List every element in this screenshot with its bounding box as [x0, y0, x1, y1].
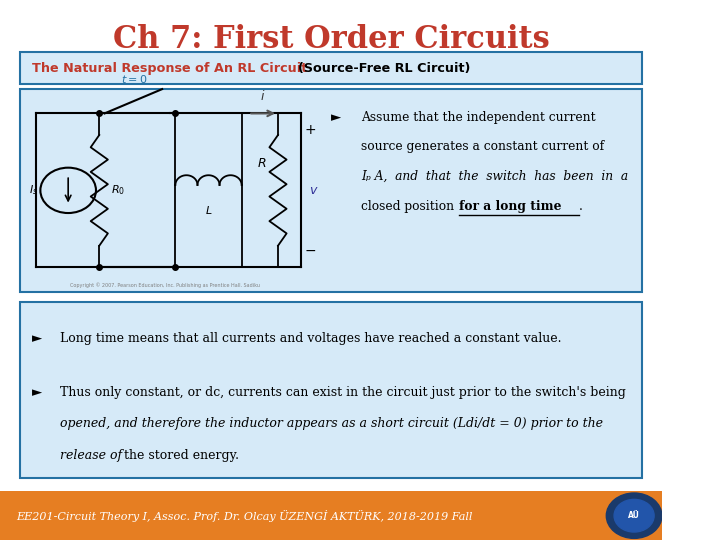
Text: ►: ►	[32, 386, 42, 399]
Text: source generates a constant current of: source generates a constant current of	[361, 140, 604, 153]
Text: Assume that the independent current: Assume that the independent current	[361, 111, 595, 124]
Text: −: −	[305, 244, 316, 258]
FancyBboxPatch shape	[20, 52, 642, 84]
Text: .: .	[579, 200, 583, 213]
Text: $L$: $L$	[204, 204, 212, 216]
Text: Long time means that all currents and voltages have reached a constant value.: Long time means that all currents and vo…	[60, 332, 561, 345]
Text: ►: ►	[32, 332, 42, 345]
Text: Copyright © 2007. Pearson Education, Inc. Publishing as Prentice Hall. Sadiku: Copyright © 2007. Pearson Education, Inc…	[71, 282, 261, 288]
Text: $R_0$: $R_0$	[111, 184, 125, 197]
Text: $I_s$: $I_s$	[30, 184, 38, 197]
Text: $t = 0$: $t = 0$	[121, 73, 147, 85]
Text: $v$: $v$	[309, 184, 319, 197]
Text: Iₚ A,  and  that  the  switch  has  been  in  a: Iₚ A, and that the switch has been in a	[361, 170, 628, 183]
Text: EE201-Circuit Theory I, Assoc. Prof. Dr. Olcay ÜZENGİ AKTÜRK, 2018-2019 Fall: EE201-Circuit Theory I, Assoc. Prof. Dr.…	[17, 510, 473, 522]
Text: Ch 7: First Order Circuits: Ch 7: First Order Circuits	[112, 24, 549, 55]
FancyBboxPatch shape	[0, 491, 662, 540]
Text: Thus only constant, or dc, currents can exist in the circuit just prior to the s: Thus only constant, or dc, currents can …	[60, 386, 626, 399]
FancyBboxPatch shape	[20, 89, 642, 292]
Text: release of: release of	[60, 449, 122, 462]
Text: (Source-Free RL Circuit): (Source-Free RL Circuit)	[289, 62, 470, 75]
Text: $i$: $i$	[261, 89, 266, 103]
Text: The Natural Response of An RL Circuit: The Natural Response of An RL Circuit	[32, 62, 307, 75]
Text: +: +	[305, 123, 316, 137]
Text: ►: ►	[331, 111, 341, 124]
Text: the stored energy.: the stored energy.	[120, 449, 240, 462]
Text: AÜ: AÜ	[628, 511, 640, 520]
Text: opened, and therefore the inductor appears as a short circuit (Ldi/dt = 0) prior: opened, and therefore the inductor appea…	[60, 417, 603, 430]
FancyBboxPatch shape	[20, 302, 642, 478]
Text: closed position: closed position	[361, 200, 458, 213]
Circle shape	[606, 493, 662, 538]
Text: $R$: $R$	[257, 157, 266, 170]
Text: for a long time: for a long time	[459, 200, 561, 213]
Circle shape	[614, 500, 654, 532]
